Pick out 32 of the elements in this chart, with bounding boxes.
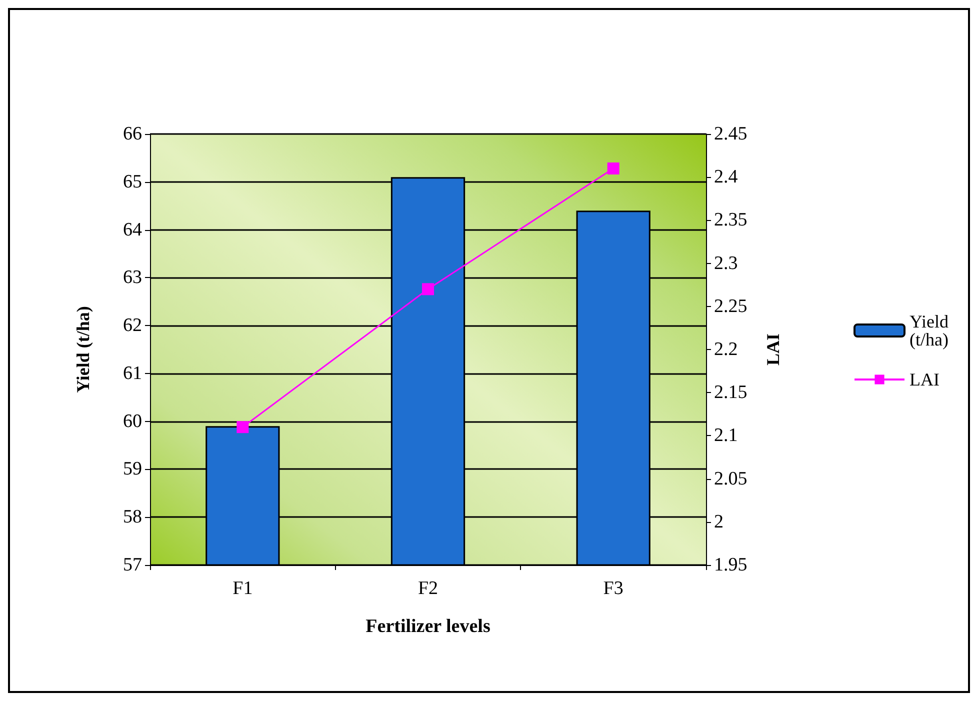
y2-tick-label: 2.25 (714, 296, 748, 317)
y2-tick-label: 2.2 (714, 339, 738, 360)
point (607, 162, 620, 174)
y-tick-label: 64 (123, 219, 142, 240)
y-tick-label: 57 (123, 554, 142, 576)
y-tick-label: 65 (123, 171, 142, 192)
y-tick-label: 62 (123, 315, 142, 336)
y2-tick-label: 2 (714, 511, 724, 532)
y-tick-label: 58 (123, 506, 142, 528)
y-axis-title: Yield (t/ha) (73, 306, 93, 393)
legend-label: LAI (910, 370, 940, 390)
y-tick-label: 63 (123, 267, 142, 288)
y-tick-label: 66 (123, 124, 142, 144)
y-tick-label: 61 (123, 362, 142, 384)
y2-tick-label: 2.05 (714, 468, 748, 490)
y2-axis-title: LAI (763, 333, 783, 366)
legend-label: Yield (t/ha) (910, 312, 954, 350)
point (236, 421, 249, 434)
x-axis-title: Fertilizer levels (366, 616, 490, 637)
y2-tick-label: 2.4 (714, 166, 738, 188)
y2-tick-label: 2.1 (714, 425, 738, 446)
y2-tick-label: 2.35 (714, 210, 748, 231)
x-tick-label: F3 (603, 578, 624, 599)
y2-tick-label: 2.15 (714, 382, 748, 404)
x-tick-label: F2 (418, 578, 438, 599)
point (422, 283, 434, 296)
y2-tick-label: 1.95 (714, 554, 748, 576)
y2-tick-label: 2.3 (714, 252, 738, 274)
y2-tick-label: 2.45 (714, 124, 748, 144)
y-tick-label: 59 (123, 458, 142, 480)
x-tick-label: F1 (232, 578, 253, 599)
y-tick-label: 60 (123, 410, 142, 432)
